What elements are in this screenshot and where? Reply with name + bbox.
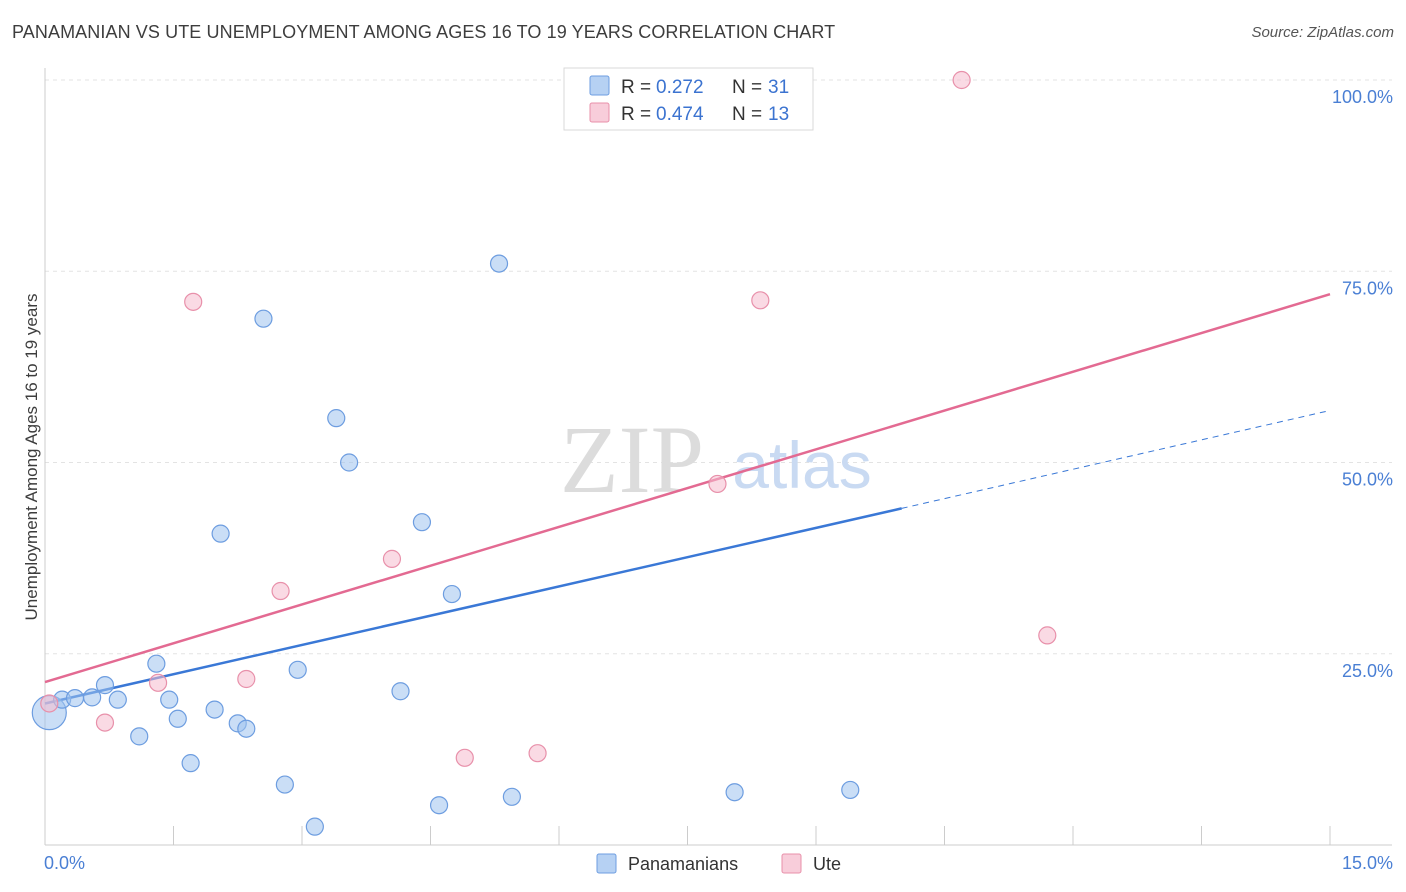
point-panamanians-12 xyxy=(211,524,230,543)
point-panamanians-7 xyxy=(147,654,166,673)
point-panamanians-10 xyxy=(181,754,200,773)
point-ute-5 xyxy=(271,581,290,601)
y-tick-label-50: 50.0% xyxy=(1342,470,1393,490)
point-ute-11 xyxy=(952,70,971,90)
trend-line-panamanians xyxy=(44,507,902,705)
bottom-legend-swatch-panamanians xyxy=(596,853,617,874)
point-panamanians-2 xyxy=(65,689,85,708)
point-panamanians-25 xyxy=(489,254,509,273)
point-ute-1 xyxy=(95,713,115,732)
watermark-zip: ZIP xyxy=(560,406,704,513)
data-points xyxy=(31,70,1057,836)
y-tick-label-75: 75.0% xyxy=(1342,278,1393,298)
point-panamanians-27 xyxy=(725,783,744,802)
point-panamanians-8 xyxy=(160,690,179,709)
point-ute-12 xyxy=(1038,626,1057,645)
point-panamanians-4 xyxy=(95,676,115,695)
legend-n-value-panamanians: 31 xyxy=(768,77,789,98)
bottom-legend-label-ute: Ute xyxy=(813,854,841,874)
series-legend: Panamanians Ute xyxy=(596,853,841,874)
point-ute-7 xyxy=(455,748,474,767)
point-panamanians-22 xyxy=(412,513,432,532)
point-panamanians-15 xyxy=(254,309,273,328)
point-panamanians-26 xyxy=(502,787,521,806)
point-ute-2 xyxy=(148,673,168,692)
legend-r-value-panamanians: 0.272 xyxy=(656,77,704,98)
bottom-legend-label-panamanians: Panamanians xyxy=(628,854,738,874)
point-panamanians-20 xyxy=(340,453,359,472)
point-panamanians-3 xyxy=(83,688,102,707)
point-ute-4 xyxy=(237,669,256,689)
y-tick-label-25: 25.0% xyxy=(1342,661,1393,681)
y-tick-label-100: 100.0% xyxy=(1332,87,1393,107)
watermark: ZIP atlas xyxy=(560,406,872,513)
point-ute-9 xyxy=(708,474,727,494)
point-panamanians-6 xyxy=(130,727,149,746)
legend-swatch-panamanians xyxy=(589,75,610,96)
legend-swatch-ute xyxy=(589,102,610,123)
legend-n-label-panamanians: N = xyxy=(732,77,762,98)
x-tick-label-min: 0.0% xyxy=(44,853,85,873)
point-panamanians-14 xyxy=(237,719,256,738)
trend-lines xyxy=(44,293,1331,705)
point-panamanians-9 xyxy=(168,709,187,728)
point-ute-8 xyxy=(528,744,547,763)
point-panamanians-11 xyxy=(205,700,224,719)
point-panamanians-16 xyxy=(275,775,294,794)
legend-r-label-panamanians: R = xyxy=(621,77,651,98)
point-ute-3 xyxy=(184,292,203,311)
correlation-legend: R = 0.272 N = 31 R = 0.474 N = 13 xyxy=(563,67,814,131)
point-ute-10 xyxy=(751,291,770,310)
gridlines xyxy=(45,79,1392,655)
point-panamanians-18 xyxy=(305,817,324,836)
point-panamanians-24 xyxy=(442,584,462,604)
x-tick-label-max: 15.0% xyxy=(1342,853,1393,873)
point-ute-6 xyxy=(382,549,402,568)
tick-labels: 25.0% 50.0% 75.0% 100.0% 0.0% 15.0% xyxy=(44,87,1393,873)
point-ute-0 xyxy=(40,694,59,713)
point-panamanians-29 xyxy=(841,780,860,800)
point-panamanians-17 xyxy=(288,660,307,679)
trend-line-ute xyxy=(44,293,1331,684)
legend-n-value-ute: 13 xyxy=(768,104,789,125)
source-label: Source: ZipAtlas.com xyxy=(1251,24,1394,41)
point-panamanians-19 xyxy=(327,409,346,428)
chart-title: PANAMANIAN VS UTE UNEMPLOYMENT AMONG AGE… xyxy=(12,22,836,42)
point-panamanians-5 xyxy=(108,690,127,709)
point-panamanians-23 xyxy=(429,796,449,815)
bottom-legend-swatch-ute xyxy=(781,853,802,874)
trend-line-panamanians-extension xyxy=(901,409,1331,509)
legend-r-value-ute: 0.474 xyxy=(656,104,704,125)
legend-r-label-ute: R = xyxy=(621,104,651,125)
point-panamanians-21 xyxy=(391,682,410,701)
legend-n-label-ute: N = xyxy=(732,104,762,125)
